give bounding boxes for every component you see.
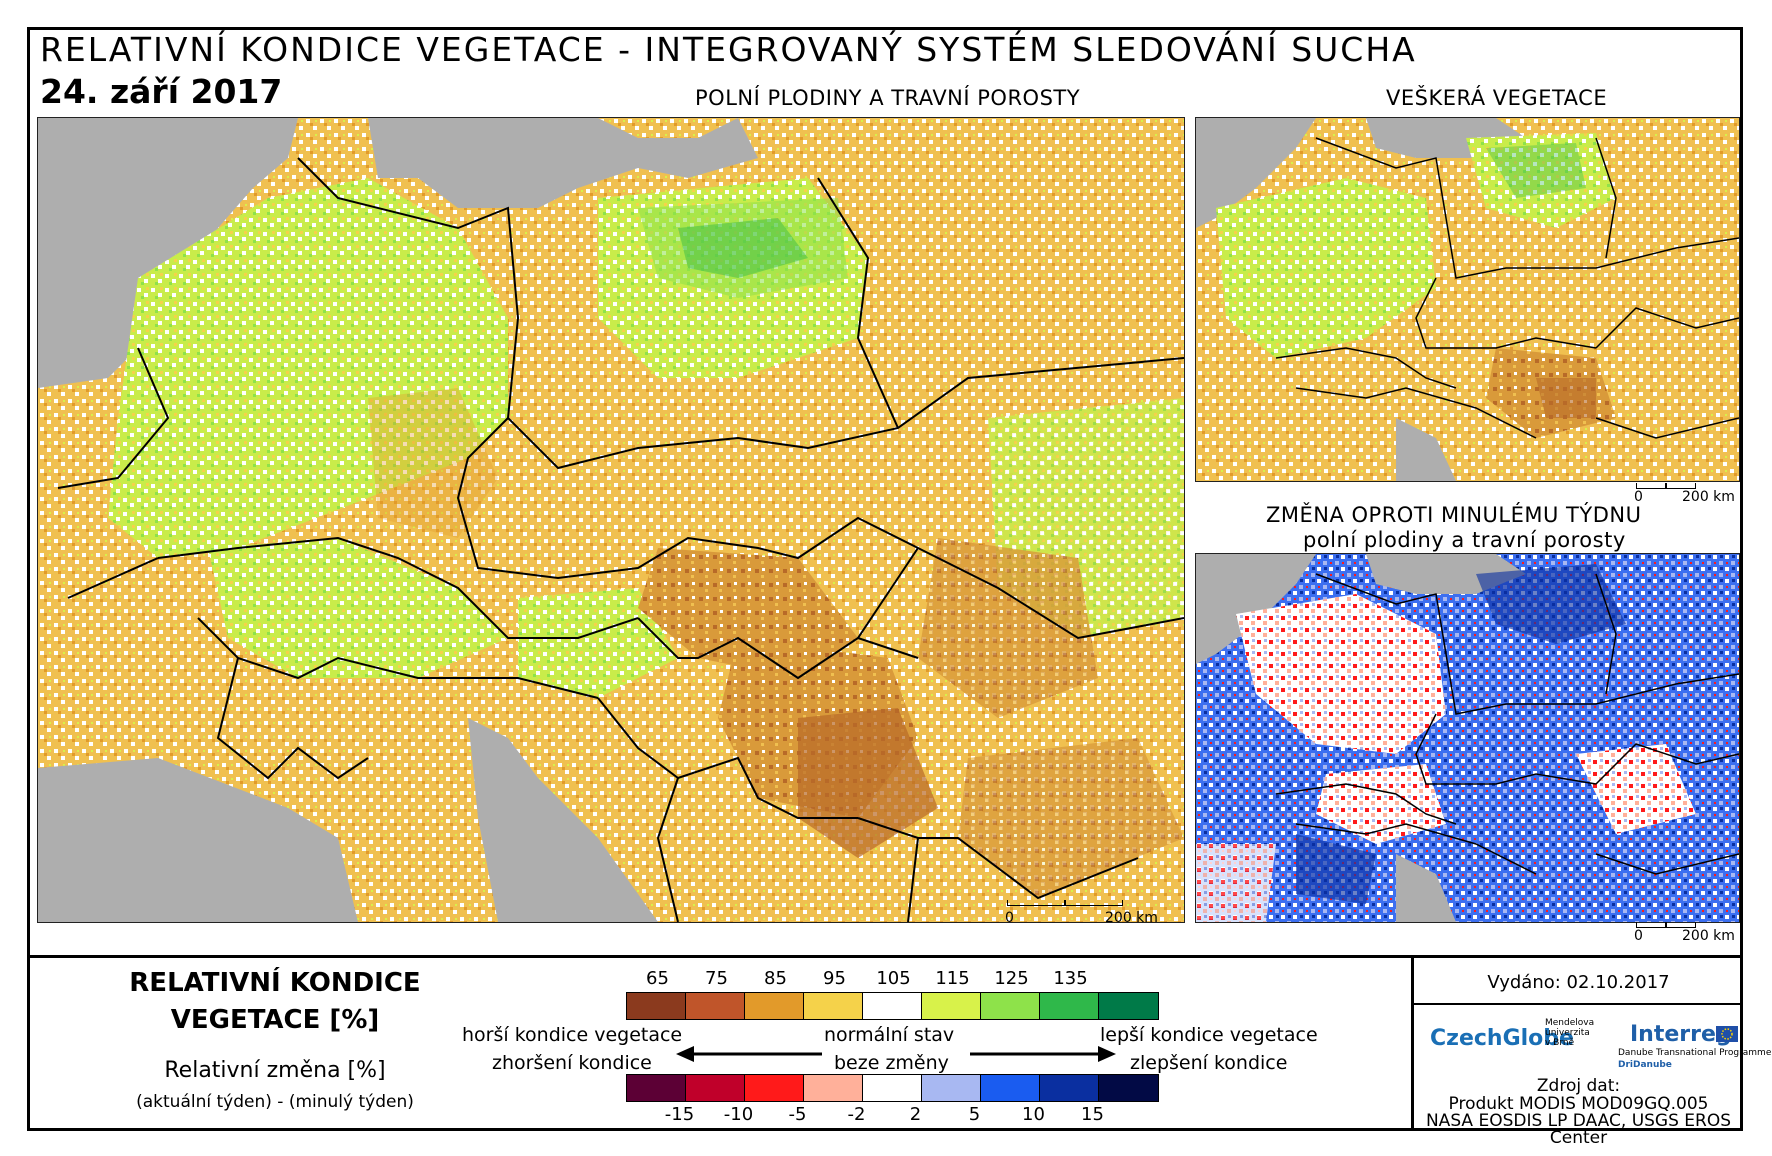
change-tick: 2 <box>909 1104 922 1125</box>
condition-color-swatch <box>745 993 804 1019</box>
change-tick: -15 <box>664 1104 695 1125</box>
change-color-swatch <box>863 1075 922 1101</box>
main-scale-bar: 0 200 km <box>1005 900 1175 940</box>
better-condition-label: lepší kondice vegetace <box>1100 1024 1318 1046</box>
report-date: 24. září 2017 <box>40 72 283 111</box>
change-heading: Relativní změna [%] <box>164 1058 386 1083</box>
condition-color-swatch <box>1040 993 1099 1019</box>
change-tick: 10 <box>1022 1104 1045 1125</box>
info-inner-divider <box>1411 1003 1743 1005</box>
improvement-label: zlepšení kondice <box>1130 1052 1288 1074</box>
condition-tick: 75 <box>705 968 728 989</box>
change-color-swatch <box>981 1075 1040 1101</box>
change-subheading: (aktuální týden) - (minulý týden) <box>136 1092 414 1112</box>
condition-tick: 115 <box>935 968 970 989</box>
condition-tick: 85 <box>764 968 787 989</box>
all-vegetation-map <box>1195 117 1740 482</box>
normal-state-label: normální stav <box>824 1024 955 1046</box>
legend-heading-2: VEGETACE [%] <box>170 1005 380 1035</box>
change-tick: -5 <box>788 1104 807 1125</box>
condition-tick: 105 <box>876 968 911 989</box>
source-line-2: NASA EOSDIS LP DAAC, USGS EROS Center <box>1425 1111 1732 1148</box>
condition-color-swatch <box>686 993 745 1019</box>
source-label: Zdroj dat: <box>1536 1076 1621 1096</box>
change-color-swatch <box>627 1075 686 1101</box>
condition-color-swatch <box>1099 993 1158 1019</box>
change-map <box>1195 553 1740 923</box>
map-frame <box>27 27 1743 1131</box>
left-arrow-icon <box>676 1046 822 1062</box>
condition-color-swatch <box>863 993 922 1019</box>
issued-date: Vydáno: 02.10.2017 <box>1487 972 1670 993</box>
legend-heading-1: RELATIVNÍ KONDICE <box>129 968 421 998</box>
condition-ticks: 65 75 85 95 105 115 125 135 <box>628 968 1100 989</box>
change-color-swatch <box>1040 1075 1099 1101</box>
change-tick: 5 <box>968 1104 981 1125</box>
condition-color-swatch <box>922 993 981 1019</box>
scale-zero: 0 <box>1005 910 1014 926</box>
condition-tick: 95 <box>823 968 846 989</box>
mendel-logo: Mendelova univerzita v Brně <box>1545 1018 1595 1048</box>
right-arrow-icon <box>970 1046 1116 1062</box>
condition-color-ramp <box>626 992 1159 1020</box>
all-vegetation-title: VEŠKERÁ VEGETACE <box>1386 86 1608 110</box>
change-tick: -2 <box>847 1104 866 1125</box>
legend-divider <box>27 955 1743 958</box>
condition-color-swatch <box>627 993 686 1019</box>
change-ticks: -15 -10 -5 -2 2 5 10 15 <box>650 1104 1122 1125</box>
scale-max: 200 km <box>1105 910 1158 926</box>
source-line-1: Produkt MODIS MOD09GQ.005 <box>1448 1094 1709 1114</box>
change-color-swatch <box>745 1075 804 1101</box>
worse-condition-label: horší kondice vegetace <box>462 1024 683 1046</box>
info-divider <box>1411 955 1414 1131</box>
condition-color-swatch <box>804 993 863 1019</box>
danube-programme-label: Danube Transnational Programme <box>1618 1048 1772 1058</box>
condition-color-swatch <box>981 993 1040 1019</box>
page-title: RELATIVNÍ KONDICE VEGETACE - INTEGROVANÝ… <box>40 30 1417 69</box>
condition-tick: 125 <box>994 968 1029 989</box>
worsening-label: zhoršení kondice <box>492 1052 652 1074</box>
interreg-logo: Interreg <box>1630 1022 1732 1047</box>
change-color-swatch <box>1099 1075 1158 1101</box>
all-vegetation-scale-bar: 0 200 km <box>1634 483 1744 511</box>
no-change-label: beze změny <box>834 1052 949 1074</box>
change-tick: 15 <box>1081 1104 1104 1125</box>
change-tick: -10 <box>723 1104 754 1125</box>
change-color-swatch <box>804 1075 863 1101</box>
dridanube-label: DriDanube <box>1618 1060 1672 1070</box>
condition-tick: 135 <box>1053 968 1088 989</box>
change-scale-bar: 0 200 km <box>1634 922 1744 950</box>
change-subtitle: polní plodiny a travní porosty <box>1303 528 1626 552</box>
change-color-swatch <box>922 1075 981 1101</box>
change-color-swatch <box>686 1075 745 1101</box>
main-map <box>37 117 1185 923</box>
main-panel-title: POLNÍ PLODINY A TRAVNÍ POROSTY <box>695 86 1081 110</box>
condition-tick: 65 <box>646 968 669 989</box>
czechglobe-logo: CzechGlobe <box>1430 1026 1574 1051</box>
eu-flag-icon <box>1716 1026 1738 1042</box>
change-color-ramp <box>626 1074 1159 1102</box>
change-title: ZMĚNA OPROTI MINULÉMU TÝDNU <box>1266 503 1642 527</box>
